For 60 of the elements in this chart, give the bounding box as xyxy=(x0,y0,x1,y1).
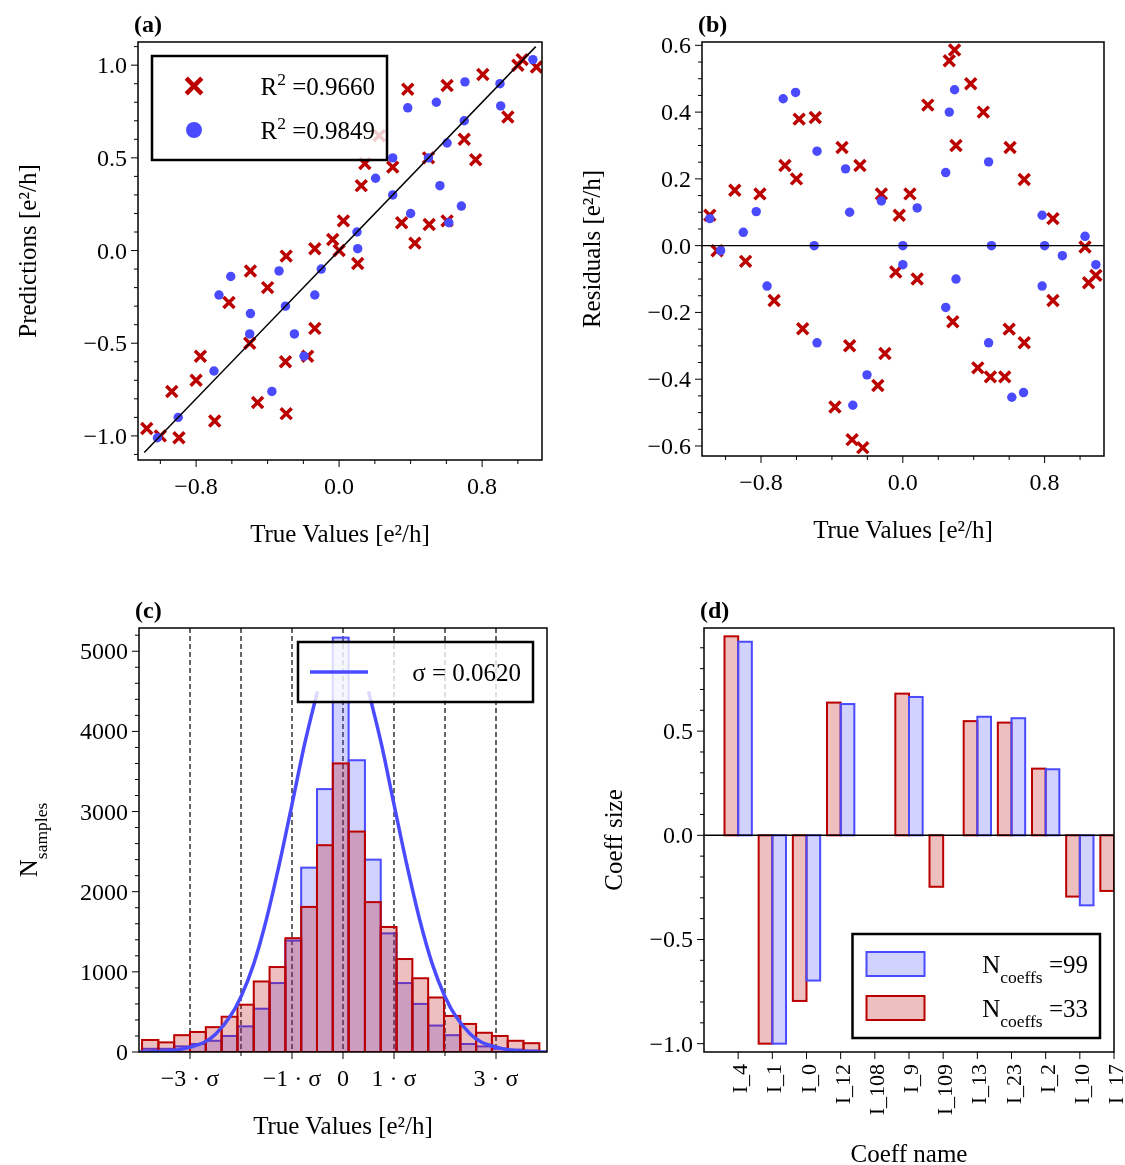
x-tick-label: 0.0 xyxy=(887,469,918,495)
y-tick-label: −0.5 xyxy=(83,330,127,357)
x-tick-label: 3 · σ xyxy=(473,1065,519,1091)
y-tick-label: 0.2 xyxy=(661,165,691,192)
x-tick-label: 0 xyxy=(337,1065,349,1091)
y-tick-label: 0.0 xyxy=(661,232,691,259)
x-tick-label: I_23 xyxy=(1000,1064,1026,1105)
y-tick-label: 2000 xyxy=(80,878,128,905)
chart-title: (a) xyxy=(134,11,162,37)
y-tick-label: 5000 xyxy=(80,638,128,665)
x-tick-label: I_13 xyxy=(966,1064,992,1105)
y-tick-label: 3000 xyxy=(80,798,128,825)
y-tick-label: 0.5 xyxy=(97,144,127,171)
legend-label: N$_{coeffs}$ =33 xyxy=(982,995,1088,1031)
y-tick-label: −1.0 xyxy=(83,422,127,449)
x-axis-title: True Values [e²/h] xyxy=(253,1112,433,1139)
y-axis-title: Coeff size xyxy=(600,789,627,891)
x-tick-label: 1 · σ xyxy=(371,1065,417,1091)
x-tick-label: 0.0 xyxy=(324,473,355,499)
legend-label: R$^{2}$ =0.9660 xyxy=(260,69,375,100)
x-tick-label: 0.8 xyxy=(467,473,498,499)
y-tick-label: 0 xyxy=(116,1039,128,1065)
x-axis-title: True Values [e²/h] xyxy=(250,520,430,547)
y-tick-label: 0.0 xyxy=(97,237,127,264)
x-tick-label: −3 · σ xyxy=(160,1065,220,1091)
x-tick-label: I_0 xyxy=(795,1064,821,1094)
legend-label: σ = 0.0620 xyxy=(412,659,521,686)
y-tick-label: −0.4 xyxy=(647,366,691,393)
y-tick-label: 4000 xyxy=(80,718,128,745)
x-tick-label: −1 · σ xyxy=(262,1065,322,1091)
legend-label: N$_{coeffs}$ =99 xyxy=(982,951,1088,987)
x-tick-label: I_108 xyxy=(863,1064,889,1116)
x-tick-label: 0.8 xyxy=(1029,469,1060,495)
y-tick-label: 0.4 xyxy=(661,99,691,126)
x-tick-label: I_9 xyxy=(898,1064,923,1094)
y-tick-label: 0.6 xyxy=(661,32,691,59)
x-axis-title: True Values [e²/h] xyxy=(813,516,993,543)
x-tick-label: I_10 xyxy=(1068,1064,1094,1105)
y-tick-label: 1000 xyxy=(80,958,128,985)
y-tick-label: 0.5 xyxy=(663,718,693,745)
y-tick-label: −1.0 xyxy=(649,1030,693,1057)
chart-title: (d) xyxy=(700,597,730,623)
y-axis-title: Residuals [e²/h] xyxy=(578,169,605,329)
x-tick-label: I_2 xyxy=(1034,1064,1060,1094)
y-axis-title: Predictions [e²/h] xyxy=(14,164,41,338)
y-tick-label: −0.5 xyxy=(649,926,693,953)
y-tick-label: 1.0 xyxy=(97,52,127,79)
x-tick-label: I_1 xyxy=(761,1064,787,1094)
y-tick-label: 0.0 xyxy=(663,822,693,849)
chart-title: (b) xyxy=(698,11,728,37)
x-tick-label: I_4 xyxy=(727,1064,753,1094)
x-tick-label: I_109 xyxy=(932,1064,958,1116)
x-tick-label: I_12 xyxy=(829,1064,855,1105)
x-tick-label: −0.8 xyxy=(739,469,783,495)
y-tick-label: −0.2 xyxy=(647,299,691,326)
legend-label: R$^{2}$ =0.9849 xyxy=(260,113,375,144)
x-axis-title: Coeff name xyxy=(850,1140,968,1165)
chart-title: (c) xyxy=(135,597,162,623)
y-tick-label: −0.6 xyxy=(647,432,691,459)
x-tick-label: −0.8 xyxy=(174,473,218,499)
